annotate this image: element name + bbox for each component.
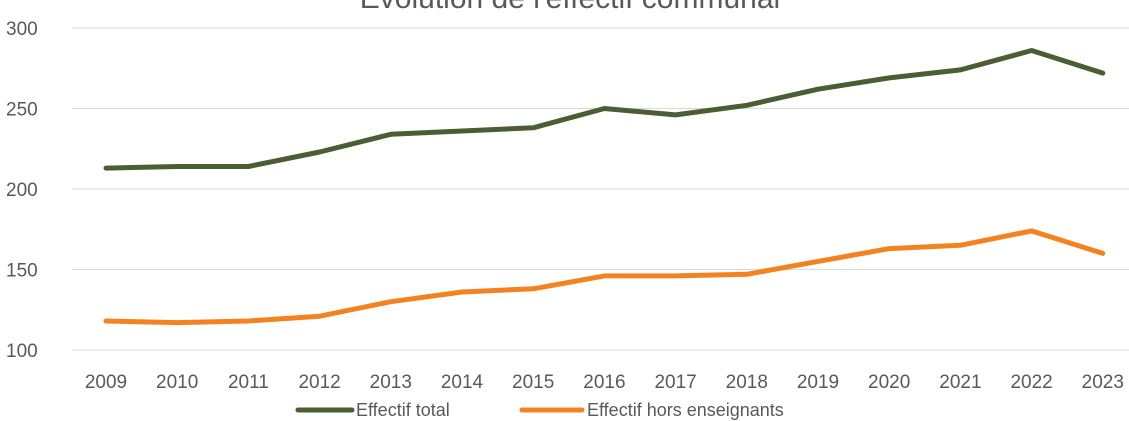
x-tick-label-2018: 2018 — [726, 372, 768, 393]
legend-label-effectif-hors-enseignants: Effectif hors enseignants — [587, 400, 784, 420]
y-tick-label-300: 300 — [6, 19, 38, 40]
x-tick-label-2015: 2015 — [512, 372, 554, 393]
x-tick-label-2014: 2014 — [441, 372, 484, 393]
x-tick-label-2010: 2010 — [156, 372, 198, 393]
series-line-effectif-total — [103, 48, 1106, 171]
x-tick-label-2009: 2009 — [85, 372, 127, 393]
y-tick-label-250: 250 — [6, 100, 38, 121]
x-tick-label-2019: 2019 — [797, 372, 839, 393]
x-tick-label-2011: 2011 — [228, 372, 269, 393]
x-tick-label-2016: 2016 — [583, 372, 625, 393]
chart-title: Evolution de l'effectif communal — [360, 0, 780, 15]
x-tick-label-2022: 2022 — [1010, 372, 1052, 393]
x-tick-label-2020: 2020 — [868, 372, 910, 393]
y-tick-label-150: 150 — [6, 261, 38, 282]
x-tick-label-2012: 2012 — [298, 372, 340, 393]
legend: Effectif total Effectif hors enseignants — [295, 400, 784, 420]
x-axis-ticks: 2009 2010 2011 2012 2013 2014 2015 2016 2017 2018… — [85, 372, 1124, 393]
x-tick-label-2013: 2013 — [370, 372, 412, 393]
series-lines — [103, 48, 1106, 326]
series-line-effectif-hors-enseignants — [103, 228, 1106, 326]
legend-item-effectif-total: Effectif total — [295, 400, 450, 420]
gridlines — [72, 27, 1129, 351]
x-tick-label-2017: 2017 — [654, 372, 696, 393]
x-tick-label-2021: 2021 — [939, 372, 981, 393]
y-tick-label-200: 200 — [6, 180, 38, 201]
legend-item-effectif-hors-enseignants: Effectif hors enseignants — [519, 400, 784, 420]
y-tick-label-100: 100 — [6, 341, 38, 362]
y-axis-ticks: 100 150 200 250 300 — [6, 19, 38, 362]
x-tick-label-2023: 2023 — [1082, 372, 1124, 393]
legend-label-effectif-total: Effectif total — [356, 400, 450, 420]
